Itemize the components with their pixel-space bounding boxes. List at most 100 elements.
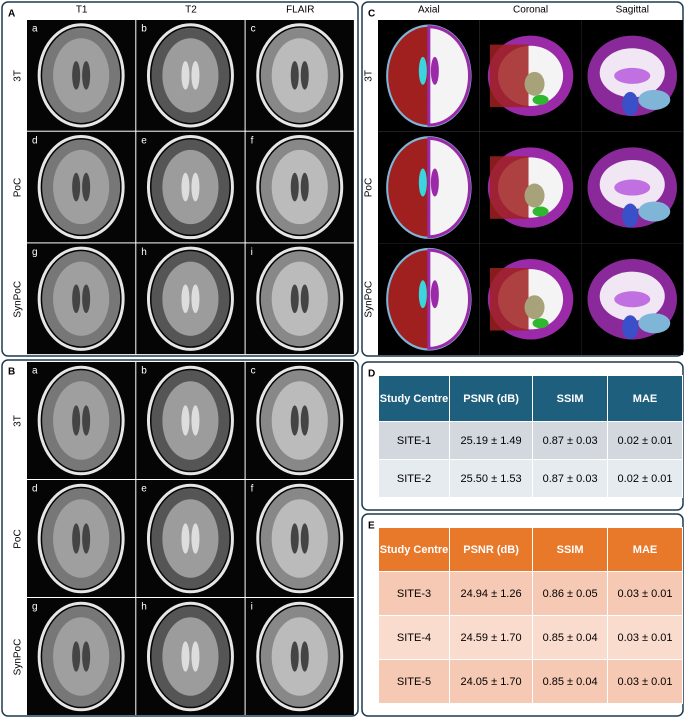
table-cell: SITE-1: [378, 421, 450, 460]
panel-frame: [1, 1, 359, 357]
brain-skull: [37, 365, 125, 476]
seg-left: [388, 26, 429, 125]
seg-deep: [532, 206, 549, 217]
brain-white: [162, 38, 219, 113]
seg-left: [489, 267, 529, 331]
ventricle: [290, 172, 299, 202]
brain-skull: [256, 601, 344, 712]
column-header: T2: [185, 5, 197, 16]
header-cell: SSIM: [532, 375, 609, 422]
header-cell: Study Centre: [378, 375, 450, 422]
seg-deep: [532, 318, 549, 329]
seg-ventricle: [418, 280, 427, 309]
column-header: Axial: [418, 5, 440, 16]
brain-skull: [256, 365, 344, 476]
ventricle: [191, 641, 200, 672]
seg-cerebellum: [638, 201, 671, 222]
seg-right: [427, 25, 471, 127]
brain-skull: [146, 246, 234, 351]
cell-letter: c: [251, 366, 256, 377]
table-e: Study Centre PSNR (dB) SSIM MAE SITE-3 24.94 …: [378, 527, 683, 704]
seg-left: [489, 156, 529, 219]
brain-skull: [146, 483, 234, 594]
ventricle: [191, 405, 200, 436]
seg-deep: [524, 71, 545, 96]
panel-letter: D: [368, 369, 375, 380]
ventricle: [181, 641, 190, 672]
table-row: SITE-5 24.05 ± 1.70 0.85 ± 0.04 0.03 ± 0.01: [378, 659, 683, 704]
table-cell: 0.02 ± 0.01: [607, 459, 683, 498]
seg-ventricle: [418, 168, 427, 197]
ventricle: [290, 284, 299, 314]
ventricle: [72, 61, 81, 90]
ventricle: [82, 405, 91, 436]
brain-skull: [37, 134, 125, 240]
brain-skull: [37, 23, 125, 128]
ventricle: [181, 61, 190, 90]
row-label: 3T: [13, 70, 24, 82]
cell-letter: b: [141, 24, 147, 35]
seg-brainstem: [622, 203, 639, 228]
row-label: SynPoC: [13, 281, 24, 318]
ventricle: [300, 61, 309, 90]
ventricle: [72, 405, 81, 436]
brain-white: [271, 149, 328, 225]
table-row: SITE-1 25.19 ± 1.49 0.87 ± 0.03 0.02 ± 0.01: [378, 421, 683, 460]
ventricle: [82, 284, 91, 314]
ventricle: [82, 172, 91, 202]
header-row: Study Centre PSNR (dB) SSIM MAE: [378, 527, 683, 572]
panel-letter: B: [8, 367, 15, 378]
table-cell: SITE-5: [378, 659, 450, 704]
brain-skull: [37, 483, 125, 594]
seg-brainstem: [622, 91, 639, 116]
seg-brainstem: [622, 315, 639, 340]
row-label: 3T: [13, 415, 24, 427]
table-row: SITE-3 24.94 ± 1.26 0.86 ± 0.05 0.03 ± 0.01: [378, 571, 683, 616]
header-cell: MAE: [607, 527, 683, 572]
table-cell: SITE-2: [378, 459, 450, 498]
brain-skull: [146, 365, 234, 476]
brain-skull: [37, 601, 125, 712]
seg-cerebellum: [638, 313, 671, 334]
header-cell: SSIM: [532, 527, 609, 572]
brain-white: [53, 499, 110, 578]
cell-letter: g: [32, 247, 38, 258]
header-cell: PSNR (dB): [448, 527, 534, 572]
table-d: Study Centre PSNR (dB) SSIM MAE SITE-1 25.19 …: [378, 375, 683, 498]
ventricle: [290, 641, 299, 672]
brain-white: [162, 381, 219, 460]
ventricle: [290, 61, 299, 90]
column-header: FLAIR: [286, 5, 314, 16]
ventricle: [82, 641, 91, 672]
ventricle: [300, 523, 309, 554]
panel-frame: [361, 361, 684, 511]
ventricle: [290, 523, 299, 554]
seg-ventricle: [430, 280, 439, 309]
seg-ventricle: [614, 179, 651, 196]
brain-skull: [146, 601, 234, 712]
ventricle: [191, 284, 200, 314]
brain-white: [271, 261, 328, 336]
row-label: SynPoC: [13, 639, 24, 676]
seg-ventricle: [418, 56, 427, 85]
cell-letter: f: [251, 484, 254, 495]
table-cell: 0.03 ± 0.01: [607, 659, 683, 704]
brain-white: [53, 617, 110, 696]
seg-deep: [524, 183, 545, 208]
ventricle: [72, 641, 81, 672]
brain-white: [53, 38, 110, 113]
cell-letter: e: [141, 484, 147, 495]
table-cell: 25.19 ± 1.49: [448, 421, 534, 460]
panel-letter: C: [368, 9, 375, 20]
seg-right: [427, 248, 471, 350]
cell-letter: d: [32, 135, 38, 146]
brain-skull: [37, 246, 125, 351]
cell-letter: h: [141, 247, 147, 258]
table-cell: 0.87 ± 0.03: [532, 421, 609, 460]
table-cell: SITE-4: [378, 615, 450, 660]
brain-skull: [256, 246, 344, 351]
seg-ventricle: [614, 67, 651, 84]
header-row: Study Centre PSNR (dB) SSIM MAE: [378, 375, 683, 422]
panel-letter: A: [8, 9, 15, 20]
